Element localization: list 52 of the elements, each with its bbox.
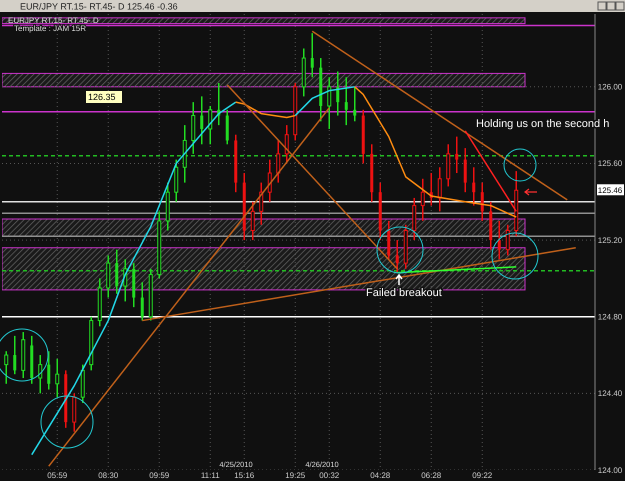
x-tick-label: 05:59 — [47, 471, 68, 480]
candlestick — [55, 358, 60, 398]
candlestick — [472, 166, 476, 206]
x-tick-label: 06:28 — [421, 471, 442, 480]
line-series — [354, 86, 517, 218]
y-tick-label: 124.40 — [598, 389, 623, 398]
annotation: Template : JAM 15R — [14, 24, 86, 33]
candlestick — [327, 76, 332, 130]
candlestick — [115, 248, 118, 294]
line-series — [235, 101, 296, 118]
candlestick — [310, 32, 314, 78]
candlestick — [250, 201, 255, 241]
line-series — [31, 101, 236, 456]
annotation: 126.35 — [88, 92, 116, 102]
annotation: Holding us on the second h — [476, 118, 610, 130]
candlestick — [420, 178, 425, 222]
line-series — [294, 86, 356, 116]
candlestick — [464, 147, 467, 193]
candlestick — [480, 182, 484, 222]
candlestick — [284, 124, 289, 164]
candlestick — [140, 281, 144, 322]
candlestick — [259, 182, 264, 226]
candlestick — [13, 335, 16, 375]
candlestick — [438, 166, 442, 212]
candlestick — [38, 354, 42, 394]
x-tick-label: 04:28 — [370, 471, 391, 480]
candlestick — [276, 140, 280, 184]
x-tick-label: 08:30 — [98, 471, 119, 480]
chart-title: EUR/JPY RT.15- RT.45- D 125.46 -0.36 — [20, 2, 178, 12]
chart-subtitle: EURJPY RT.15- RT.45- D — [8, 16, 99, 25]
x-tick-label: 11:11 — [200, 471, 220, 480]
x-tick-label: 09:59 — [149, 471, 170, 480]
y-tick-label: 124.00 — [598, 466, 623, 475]
candlestick — [4, 350, 8, 385]
candlestick — [498, 220, 501, 260]
candlestick — [200, 96, 204, 146]
y-tick-label: 125.60 — [598, 159, 623, 168]
y-tick-label: 124.80 — [598, 312, 623, 322]
candlestick — [396, 239, 399, 274]
x-tick-label: 09:22 — [472, 471, 493, 480]
candlestick — [455, 136, 458, 174]
candlestick — [344, 76, 348, 126]
candlestick — [47, 350, 50, 390]
y-tick-label: 126.00 — [598, 82, 623, 92]
candlestick — [353, 86, 356, 122]
x-tick-label: 15:16 — [234, 471, 255, 480]
y-tick-label: 125.20 — [598, 236, 623, 245]
x-tick-label: 00:32 — [319, 471, 340, 480]
candlestick — [506, 224, 510, 256]
annotation: Failed breakout — [366, 287, 442, 299]
x-tick-label: 19:25 — [285, 471, 306, 480]
annotation: 125.46 — [598, 186, 623, 196]
